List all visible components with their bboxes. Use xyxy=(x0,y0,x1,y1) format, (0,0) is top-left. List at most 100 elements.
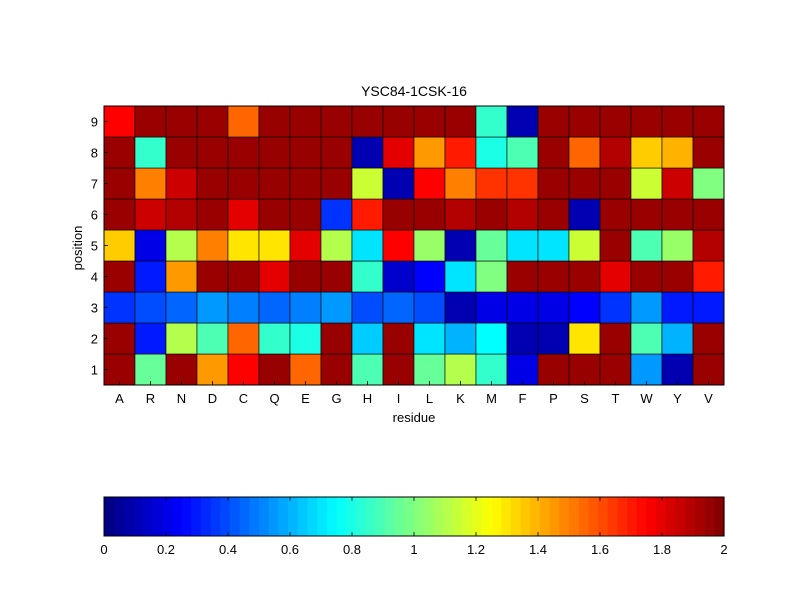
heatmap-cell xyxy=(351,291,384,324)
colorbar-segment xyxy=(530,497,541,536)
heatmap-cell xyxy=(165,260,198,293)
y-axis-label: position xyxy=(70,226,85,271)
heatmap-cell xyxy=(444,291,477,324)
heatmap-cell xyxy=(692,353,725,386)
heatmap-cell xyxy=(599,167,632,200)
heatmap-cell xyxy=(227,353,260,386)
colorbar xyxy=(103,496,725,537)
x-tick-label: S xyxy=(580,391,589,406)
heatmap-cell xyxy=(692,291,725,324)
heatmap-cell xyxy=(289,105,322,138)
heatmap-cell xyxy=(289,136,322,169)
heatmap-cell xyxy=(196,229,229,262)
heatmap-cell xyxy=(661,198,694,231)
x-tick-label: K xyxy=(456,391,465,406)
colorbar-tick-label: 0.6 xyxy=(281,542,299,557)
colorbar-segment xyxy=(559,497,570,536)
heatmap-cell xyxy=(258,229,291,262)
heatmap-cell xyxy=(506,260,539,293)
heatmap-cell xyxy=(103,322,136,355)
heatmap-cell xyxy=(568,260,601,293)
colorbar-segment xyxy=(414,497,425,536)
heatmap-cell xyxy=(289,198,322,231)
colorbar-tick-label: 1.8 xyxy=(653,542,671,557)
x-tick-label: Y xyxy=(673,391,682,406)
heatmap-cell xyxy=(196,167,229,200)
heatmap-cell xyxy=(444,105,477,138)
heatmap-cell xyxy=(413,260,446,293)
heatmap-cell xyxy=(475,167,508,200)
heatmap-cell xyxy=(382,353,415,386)
heatmap-cell xyxy=(630,291,663,324)
heatmap-cell xyxy=(289,167,322,200)
heatmap-cell xyxy=(630,167,663,200)
heatmap-cell xyxy=(537,198,570,231)
colorbar-tick-label: 0.4 xyxy=(219,542,237,557)
heatmap-cell xyxy=(599,353,632,386)
heatmap-cell xyxy=(661,322,694,355)
colorbar-segment xyxy=(336,497,347,536)
heatmap-cell xyxy=(258,167,291,200)
heatmap-cell xyxy=(382,260,415,293)
colorbar-segment xyxy=(220,497,231,536)
colorbar-segment xyxy=(268,497,279,536)
heatmap-cell xyxy=(134,291,167,324)
heatmap-cell xyxy=(382,167,415,200)
heatmap-cell xyxy=(692,260,725,293)
heatmap-cell xyxy=(537,291,570,324)
colorbar-segment xyxy=(297,497,309,536)
heatmap-cell xyxy=(196,260,229,293)
heatmap-cell xyxy=(196,291,229,324)
heatmap-cell xyxy=(289,260,322,293)
heatmap-cell xyxy=(568,136,601,169)
heatmap-cell xyxy=(568,291,601,324)
heatmap-cell xyxy=(444,167,477,200)
heatmap-cell xyxy=(599,105,632,138)
heatmap-cell xyxy=(568,198,601,231)
heatmap-cell xyxy=(227,291,260,324)
colorbar-segment xyxy=(394,497,405,536)
x-tick-label: P xyxy=(549,391,558,406)
heatmap-cell xyxy=(382,229,415,262)
heatmap-cell xyxy=(413,198,446,231)
colorbar-segment xyxy=(472,497,483,536)
colorbar-tick-label: 1.6 xyxy=(591,542,609,557)
heatmap-cell xyxy=(630,229,663,262)
heatmap-cell xyxy=(506,291,539,324)
colorbar-segment xyxy=(162,497,173,536)
heatmap-cell xyxy=(227,136,260,169)
heatmap-cell xyxy=(630,105,663,138)
colorbar-segment xyxy=(123,497,134,536)
heatmap-cell xyxy=(475,353,508,386)
colorbar-segment xyxy=(569,497,580,536)
x-tick-label: M xyxy=(486,391,497,406)
colorbar-segment xyxy=(636,497,648,536)
heatmap-cell xyxy=(506,322,539,355)
heatmap-cell xyxy=(258,136,291,169)
colorbar-segment xyxy=(423,497,434,536)
heatmap-cell xyxy=(134,353,167,386)
heatmap-cell xyxy=(134,198,167,231)
heatmap-cell xyxy=(351,260,384,293)
heatmap-cell xyxy=(692,167,725,200)
colorbar-segment xyxy=(491,497,502,536)
heatmap-cell xyxy=(134,260,167,293)
colorbar-segment xyxy=(598,497,609,536)
colorbar-segment xyxy=(443,497,454,536)
colorbar-segment xyxy=(578,497,589,536)
heatmap-cell xyxy=(413,105,446,138)
colorbar-segment xyxy=(142,497,154,536)
heatmap-cell xyxy=(599,322,632,355)
heatmap-cell xyxy=(165,136,198,169)
heatmap-cell xyxy=(289,353,322,386)
heatmap-cell xyxy=(351,322,384,355)
x-tick-label: W xyxy=(640,391,653,406)
colorbar-segment xyxy=(520,497,531,536)
heatmap-cell xyxy=(537,353,570,386)
heatmap-cell xyxy=(227,229,260,262)
heatmap-cell xyxy=(692,198,725,231)
heatmap-cell xyxy=(661,353,694,386)
